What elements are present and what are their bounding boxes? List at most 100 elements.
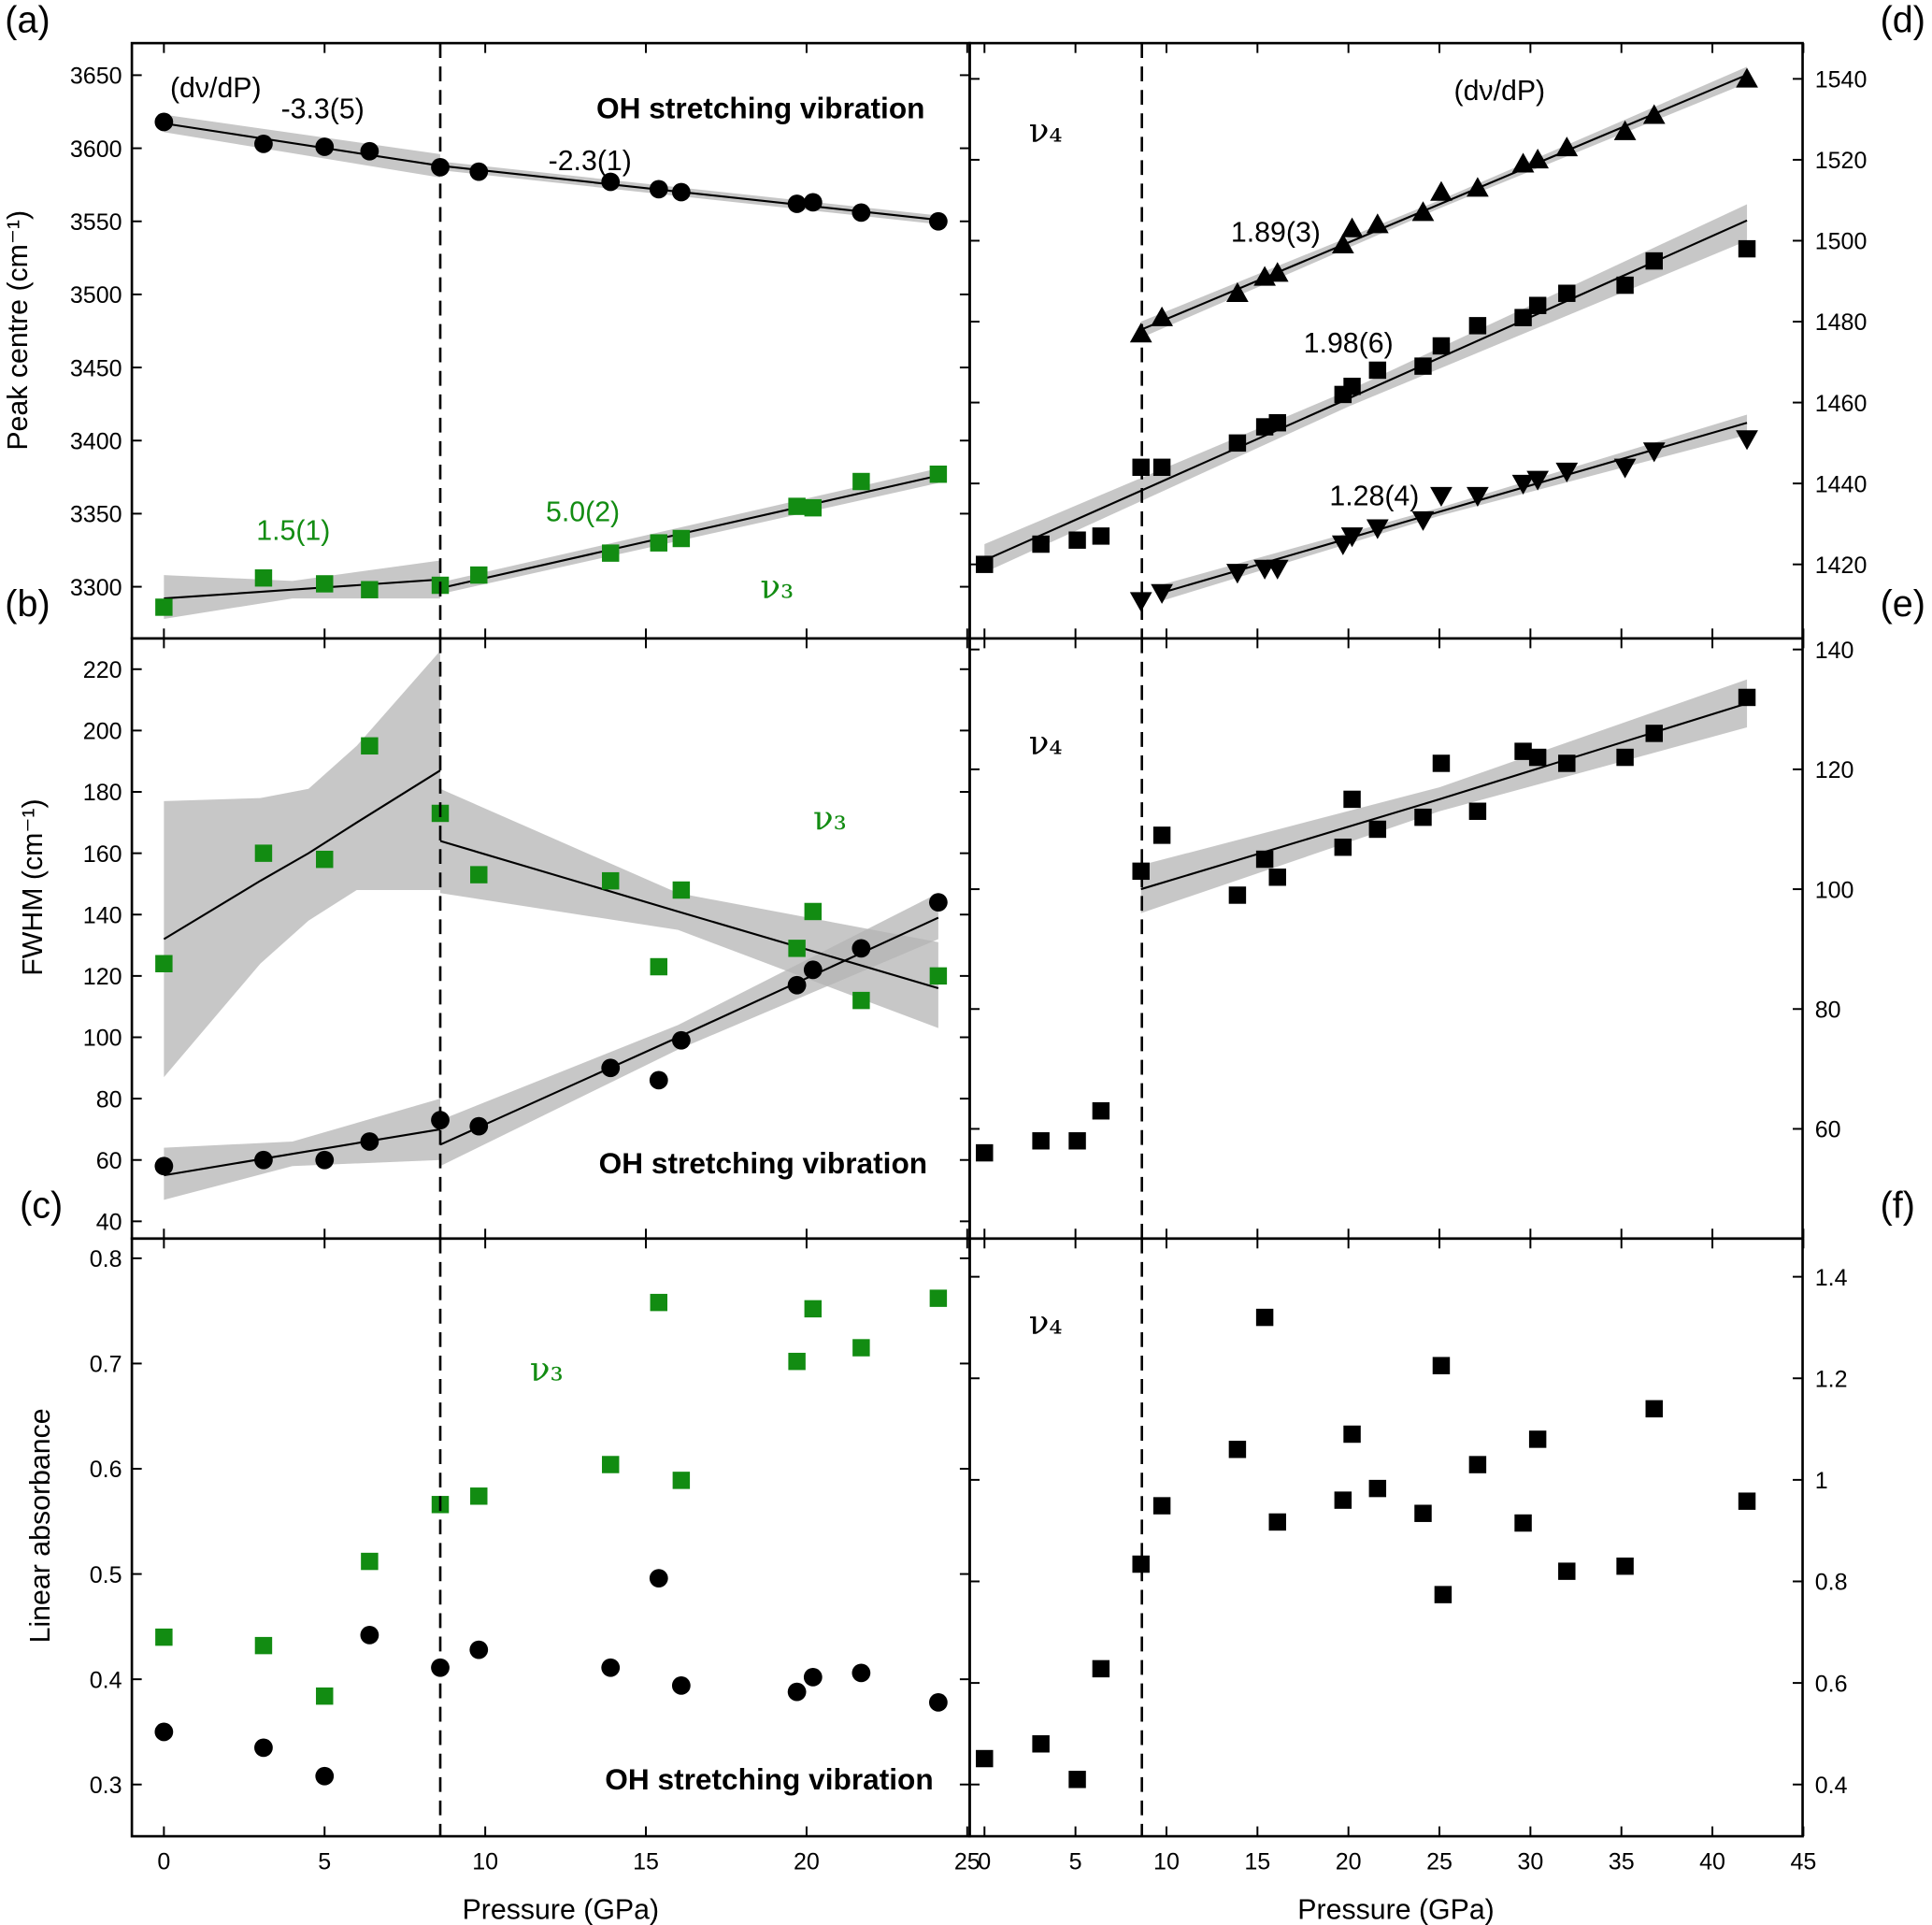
x-tick-label: 35 xyxy=(1609,1849,1635,1875)
x-tick-label: 25 xyxy=(1426,1849,1453,1875)
y-tick-label: 3350 xyxy=(70,502,122,528)
axes: 3300335034003450350035503600365014201440… xyxy=(70,41,1868,1875)
data-point-square xyxy=(804,1300,823,1318)
data-point-triangle-up xyxy=(1266,262,1289,282)
x-tick-label: 30 xyxy=(1517,1849,1543,1875)
data-point-square xyxy=(470,866,488,883)
data-point-square xyxy=(470,566,488,584)
panel-label-a: (a) xyxy=(5,0,50,40)
y-tick-label: 80 xyxy=(96,1086,122,1113)
data-point-triangle-down xyxy=(1340,527,1364,548)
annotation-slope-a2: -2.3(1) xyxy=(549,146,632,177)
data-point-square xyxy=(1068,1771,1086,1789)
data-point-square xyxy=(788,1352,806,1371)
data-point-square xyxy=(1152,458,1171,477)
data-point-circle xyxy=(928,211,948,231)
x-tick-label: 20 xyxy=(1336,1849,1362,1875)
y-tick-label: 0.6 xyxy=(90,1457,122,1483)
x-tick-label: 40 xyxy=(1699,1849,1725,1875)
data-point-square xyxy=(1334,838,1352,856)
y-tick-label: 160 xyxy=(83,841,122,868)
confidence-band xyxy=(164,651,441,1078)
panel-label-d: (d) xyxy=(1881,0,1925,40)
data-point-circle xyxy=(360,141,379,161)
y-tick-label: 120 xyxy=(83,964,122,990)
data-point-circle xyxy=(469,162,489,181)
annotation-nu4-mid: ν₄ xyxy=(1029,725,1063,763)
data-point-square xyxy=(1432,337,1451,355)
data-point-square xyxy=(1368,820,1387,839)
data-point-circle xyxy=(360,1132,379,1151)
annotation-dvdp-right: (dν/dP) xyxy=(1454,76,1546,107)
data-point-triangle-down xyxy=(1555,462,1579,483)
data-point-square xyxy=(1738,1492,1756,1510)
data-point-square xyxy=(1468,1456,1487,1473)
data-point-circle xyxy=(469,1640,489,1659)
x-tick-label: 25 xyxy=(954,1849,980,1875)
data-point-circle xyxy=(315,1766,335,1786)
y-tick-label: 1440 xyxy=(1815,471,1868,497)
x-tick-label: 0 xyxy=(157,1849,170,1875)
data-point-circle xyxy=(254,1150,273,1170)
data-point-square xyxy=(254,568,273,587)
data-point-square xyxy=(1255,850,1274,869)
data-point-square xyxy=(976,1749,994,1768)
y-tick-label: 140 xyxy=(83,902,122,928)
data-point-square xyxy=(1228,1441,1247,1458)
data-point-triangle-up xyxy=(1411,201,1435,222)
data-point-square xyxy=(601,544,620,562)
data-point-triangle-up xyxy=(1366,213,1389,234)
data-point-circle xyxy=(787,1682,807,1702)
fit-line xyxy=(1161,422,1748,594)
fit-line xyxy=(163,769,441,941)
data-point-circle xyxy=(360,1625,379,1645)
annotation-oh-mid: OH stretching vibration xyxy=(599,1146,927,1180)
data-point-triangle-up xyxy=(1736,67,1758,88)
y-tick-label: 3450 xyxy=(70,355,122,381)
y-tick-label: 0.8 xyxy=(1815,1570,1848,1596)
data-point-square xyxy=(788,940,806,957)
data-point-circle xyxy=(601,1058,621,1078)
plot-frame-f xyxy=(968,1237,1804,1838)
data-point-square xyxy=(1738,239,1756,258)
data-point-triangle-down xyxy=(1430,486,1453,507)
x-tick-label: 5 xyxy=(1069,1849,1082,1875)
y-tick-label: 3400 xyxy=(70,428,122,454)
y-tick-label: 180 xyxy=(83,780,122,806)
data-point-square xyxy=(1343,790,1361,809)
data-point-square xyxy=(1558,1562,1576,1580)
x-tick-label: 15 xyxy=(633,1849,659,1875)
data-point-square xyxy=(1132,862,1150,881)
data-point-triangle-down xyxy=(1366,519,1389,539)
data-point-square xyxy=(788,497,806,515)
annotation-nu4-bot: ν₄ xyxy=(1029,1303,1063,1342)
data-point-square xyxy=(976,555,994,573)
data-point-square xyxy=(1032,1735,1050,1753)
data-point-square xyxy=(601,871,620,890)
data-point-square xyxy=(929,1289,948,1307)
data-point-square xyxy=(316,1687,334,1705)
data-point-circle xyxy=(671,1030,691,1050)
confidence-bands xyxy=(164,66,1748,1200)
data-point-triangle-down xyxy=(1642,442,1666,463)
data-point-square xyxy=(1645,725,1663,742)
x-title-left: Pressure (GPa) xyxy=(463,1894,659,1925)
data-point-square xyxy=(1343,1425,1361,1444)
data-point-square xyxy=(1343,378,1361,395)
data-point-triangle-up xyxy=(1331,233,1354,254)
data-point-square xyxy=(316,575,334,593)
data-point-square xyxy=(1132,1555,1150,1573)
data-point-square xyxy=(1152,1497,1171,1515)
data-point-square xyxy=(929,967,948,985)
data-point-circle xyxy=(671,182,691,202)
data-point-circle xyxy=(649,1070,668,1090)
data-point-circle xyxy=(852,1663,871,1683)
data-point-square xyxy=(1255,1308,1274,1327)
data-point-square xyxy=(1268,413,1286,432)
data-point-square xyxy=(254,1636,273,1655)
annotation-oh-bot: OH stretching vibration xyxy=(605,1762,933,1796)
data-point-square xyxy=(1645,1400,1663,1418)
annotation-slope-b2: 5.0(2) xyxy=(546,497,620,528)
data-point-square xyxy=(361,581,379,598)
